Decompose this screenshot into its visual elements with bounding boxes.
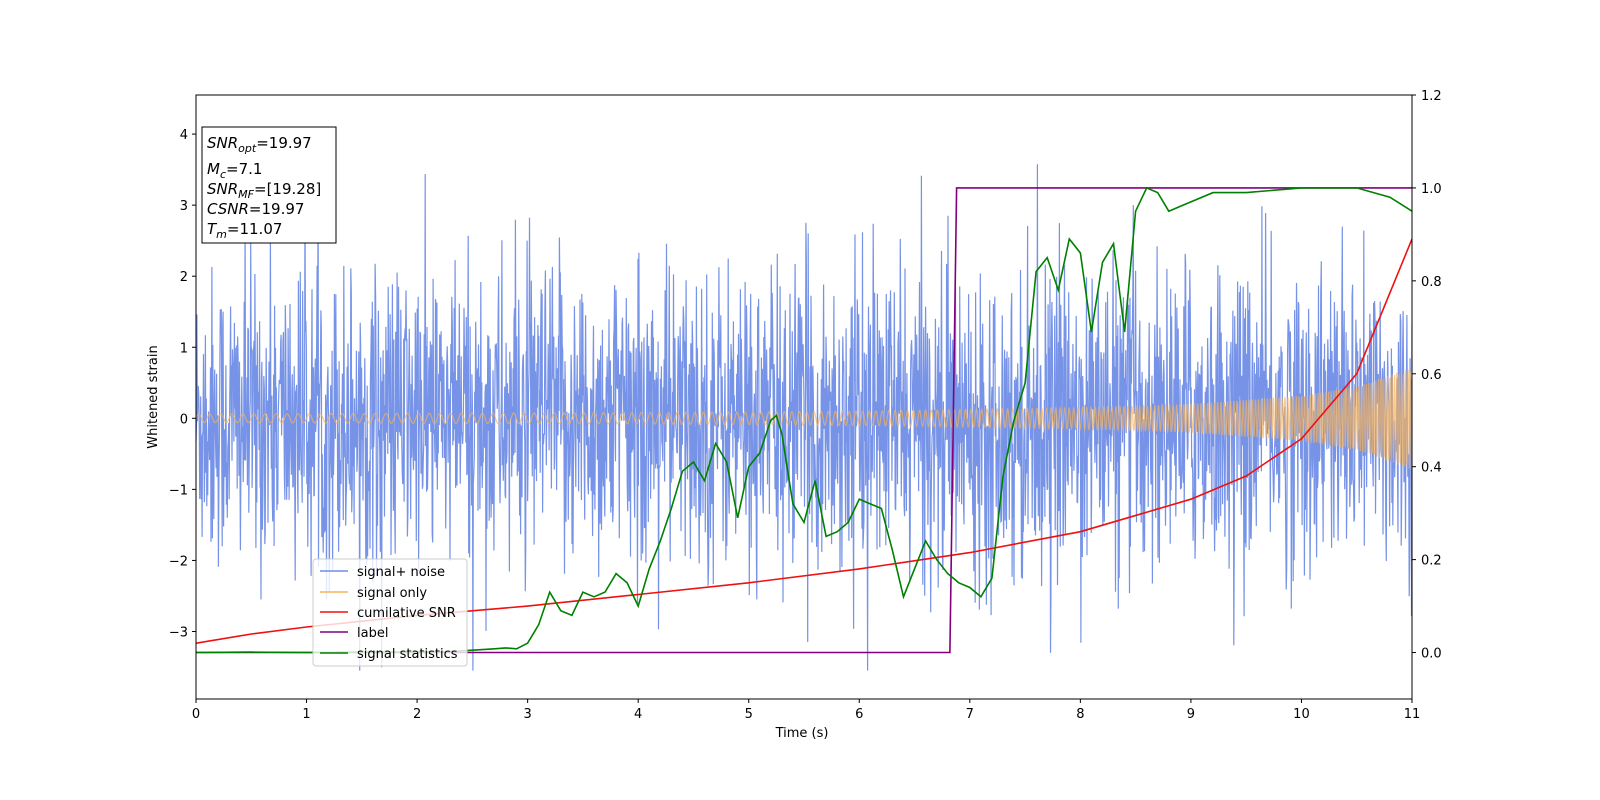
x-tick-label: 3 <box>523 707 531 722</box>
y-right-tick-label: 0.6 <box>1421 368 1442 383</box>
legend: signal+ noise signal only cumilative SNR… <box>312 558 468 667</box>
annotation-snr-opt: SNRopt=19.97 <box>207 134 312 155</box>
annotation-tm: Tm=11.07 <box>207 220 282 241</box>
series-signal-only-line <box>196 369 1412 469</box>
y-axis-left: −3 −2 −1 0 1 2 3 4 <box>169 128 196 640</box>
x-tick-label: 9 <box>1187 707 1195 722</box>
x-tick-label: 5 <box>745 707 753 722</box>
annotation-box: SNRopt=19.97 Mc=7.1 SNRMF=[19.28] CSNR=1… <box>201 126 337 244</box>
legend-label-signal-noise: signal+ noise <box>357 565 445 580</box>
x-tick-label: 2 <box>413 707 421 722</box>
annotation-snr-mf: SNRMF=[19.28] <box>207 180 321 201</box>
legend-label-cumulative-snr: cumilative SNR <box>357 606 456 621</box>
y-left-tick-label: −2 <box>169 554 188 569</box>
x-axis: 0 1 2 3 4 5 6 7 8 9 10 11 <box>192 699 1420 722</box>
y-right-tick-label: 1.2 <box>1421 89 1442 104</box>
x-tick-label: 6 <box>855 707 863 722</box>
y-left-tick-label: −1 <box>169 483 188 498</box>
y-right-tick-label: 0.0 <box>1421 647 1442 662</box>
y-left-tick-label: −3 <box>169 625 188 640</box>
y-left-tick-label: 2 <box>180 270 188 285</box>
annotation-mc: Mc=7.1 <box>207 160 262 181</box>
legend-label-label: label <box>357 626 388 641</box>
x-axis-label: Time (s) <box>775 726 829 741</box>
y-right-tick-label: 0.4 <box>1421 461 1442 476</box>
y-right-tick-label: 1.0 <box>1421 182 1442 197</box>
y-left-tick-label: 0 <box>180 412 188 427</box>
x-tick-label: 7 <box>966 707 974 722</box>
annotation-csnr: CSNR=19.97 <box>207 200 304 218</box>
x-tick-label: 0 <box>192 707 200 722</box>
x-tick-label: 8 <box>1076 707 1084 722</box>
y-right-tick-label: 0.8 <box>1421 275 1442 290</box>
x-tick-label: 1 <box>302 707 310 722</box>
y-left-tick-label: 1 <box>180 341 188 356</box>
series-label-line <box>196 187 1412 654</box>
y-left-tick-label: 4 <box>180 128 188 143</box>
axes-frame <box>195 94 1413 700</box>
x-tick-label: 10 <box>1293 707 1310 722</box>
y-axis-label: Whitened strain <box>146 345 161 448</box>
y-left-tick-label: 3 <box>180 199 188 214</box>
series-signal-statistics-line <box>196 186 1412 654</box>
y-axis-right: 0.0 0.2 0.4 0.6 0.8 1.0 1.2 <box>1412 89 1442 662</box>
legend-label-signal-only: signal only <box>357 586 427 601</box>
x-tick-label: 4 <box>634 707 642 722</box>
legend-label-signal-statistics: signal statistics <box>357 647 458 662</box>
x-tick-label: 11 <box>1404 707 1421 722</box>
y-right-tick-label: 0.2 <box>1421 554 1442 569</box>
